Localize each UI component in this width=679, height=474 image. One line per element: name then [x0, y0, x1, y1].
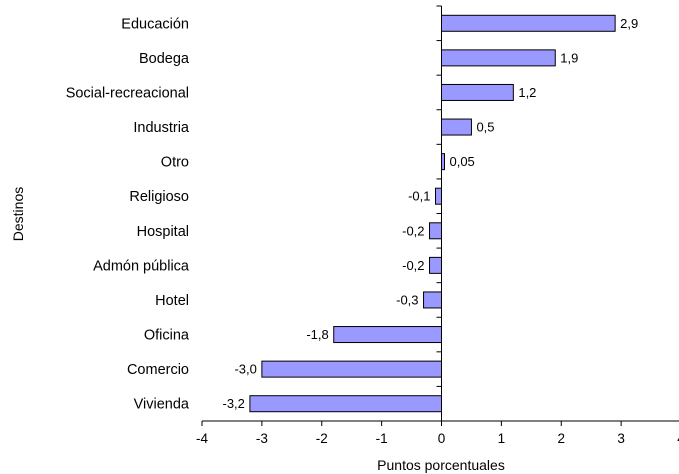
bar-7 — [429, 256, 442, 274]
y-ticks-group — [436, 5, 442, 422]
data-label-0: 2,9 — [620, 16, 638, 31]
category-label-2: Social-recreacional — [66, 85, 189, 101]
bar-3 — [441, 118, 472, 136]
x-tick-label-2: -2 — [316, 431, 328, 446]
data-label-3: 0,5 — [476, 120, 494, 135]
bar-2 — [441, 83, 514, 101]
data-label-10: -3,0 — [234, 362, 256, 377]
category-label-3: Industria — [133, 120, 190, 136]
x-ticks-group: -4 -3 -2 -1 0 1 2 3 4 — [196, 421, 679, 446]
category-label-4: Otro — [161, 155, 189, 171]
data-label-8: -0,3 — [396, 292, 418, 307]
category-label-8: Hotel — [155, 293, 189, 309]
x-tick-label-7: 3 — [617, 431, 625, 446]
x-tick-label-4: 0 — [438, 431, 446, 446]
category-label-9: Oficina — [144, 328, 190, 344]
data-label-4: 0,05 — [449, 154, 474, 169]
category-labels-group: Educación Bodega Social-recreacional Indust… — [66, 16, 190, 412]
category-label-10: Comercio — [127, 362, 189, 378]
bar-11 — [249, 395, 442, 413]
bar-0 — [441, 14, 616, 32]
bar-8 — [423, 291, 443, 309]
category-label-0: Educación — [121, 16, 189, 32]
category-label-11: Vivienda — [134, 397, 190, 413]
category-label-5: Religioso — [129, 189, 189, 205]
x-tick-label-5: 1 — [498, 431, 506, 446]
x-tick-label-6: 2 — [557, 431, 565, 446]
bar-6 — [429, 222, 442, 240]
bar-1 — [441, 49, 556, 67]
x-tick-label-1: -3 — [256, 431, 268, 446]
x-tick-label-8: 4 — [677, 431, 679, 446]
x-axis-title: Puntos porcentuales — [377, 457, 505, 473]
value-labels-group: 2,9 1,9 1,2 0,5 0,05 -0,1 -0,2 -0,2 -0,3 -1,8 -3,0… — [222, 16, 638, 411]
y-axis-title: Destinos — [10, 187, 26, 241]
bar-5 — [435, 187, 443, 205]
data-label-7: -0,2 — [402, 258, 424, 273]
data-label-11: -3,2 — [222, 396, 244, 411]
category-label-6: Hospital — [137, 224, 189, 240]
category-label-1: Bodega — [139, 51, 190, 67]
data-label-2: 1,2 — [518, 85, 536, 100]
x-tick-label-3: -1 — [376, 431, 388, 446]
data-label-9: -1,8 — [306, 327, 328, 342]
x-tick-label-0: -4 — [196, 431, 208, 446]
bars-group — [249, 14, 616, 413]
data-label-1: 1,9 — [560, 50, 578, 65]
bar-9 — [333, 326, 443, 344]
data-label-6: -0,2 — [402, 223, 424, 238]
data-label-5: -0,1 — [408, 189, 430, 204]
category-label-7: Admón pública — [93, 258, 190, 274]
bar-10 — [261, 360, 442, 378]
